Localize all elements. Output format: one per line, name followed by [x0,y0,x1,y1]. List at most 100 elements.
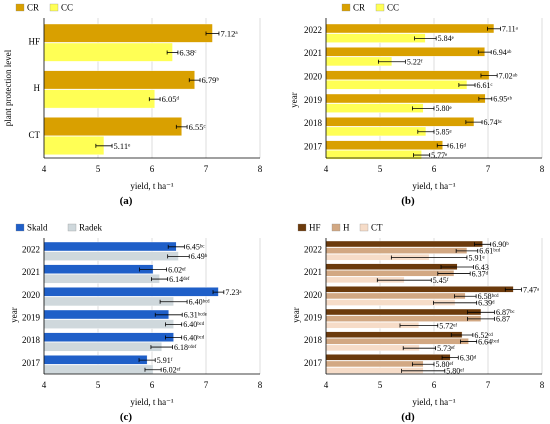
data-label: 6.30ᵈ [460,353,477,362]
x-tick-label: 7 [486,380,491,390]
data-label: 5.80ᵉ [436,104,452,113]
legend-swatch [341,3,351,12]
category-label: 2020 [304,71,323,81]
bar-b-cr-2022 [325,23,495,34]
data-label: 6.90ᵇ [492,240,509,249]
legend-label: CR [353,3,365,13]
bar-d-h-2020 [325,292,466,300]
bar-c-radek-2021 [43,274,160,284]
y-axis-label: year [291,307,301,323]
category-label: 2019 [304,95,323,105]
data-label: 5.72ᵉᶠ [439,321,457,330]
x-tick-label: 8 [258,164,263,174]
legend-label: Skald [27,223,48,233]
data-label: 5.80ᵉᶠ [446,367,464,376]
bar-c-skald-2021 [43,264,154,274]
x-tick-label: 8 [540,164,545,174]
data-label: 5.80ᵉᶠ [436,360,454,369]
x-tick-label: 6 [150,380,155,390]
legend-label: H [343,223,350,233]
x-tick-label: 8 [258,380,263,390]
data-label: 6.87ᵇᶜ [496,308,515,317]
y-axis-label: plant protection level [3,49,13,126]
data-label: 6.43 [475,263,489,272]
data-label: 6.14ᵈᵉᶠ [169,275,190,284]
bar-c-radek-2017 [43,364,154,375]
panel-label-d: (d) [401,411,415,423]
category-label: 2017 [304,141,323,151]
bar-d-hf-2018 [325,331,463,338]
legend-swatch [359,223,369,232]
data-label: 5.22ᶠ [407,58,423,67]
bar-a-cr-h [43,70,195,90]
x-tick-label: 6 [150,164,155,174]
legend-swatch [67,223,77,232]
chart-panel-c: 6.45ᵇᶜ6.49ᵇ20226.02ᵉᶠ6.14ᵈᵉᶠ20217.23ᵃ6.4… [9,223,263,408]
legend-label: Radek [79,223,102,233]
x-tick-label: 7 [204,380,209,390]
data-label: 6.45ᵇᶜ [186,243,205,252]
bar-d-hf-2021 [325,263,458,270]
data-label: 6.58ᵇᶜᵈ [478,292,500,301]
data-label: 6.79ᵇ [202,75,220,85]
x-axis-label: yield, t ha⁻¹ [130,181,173,191]
x-tick-label: 5 [96,164,101,174]
bar-c-skald-2018 [43,332,174,342]
category-label: 2018 [22,335,41,345]
category-label: 2018 [304,118,323,128]
category-label: 2022 [304,244,322,254]
x-tick-label: 5 [378,380,383,390]
data-label: 7.47ᵃ [523,285,540,294]
category-label: 2022 [304,25,322,35]
legend-swatch [375,3,385,12]
bar-c-radek-2022 [43,251,179,261]
legend-swatch [331,223,341,232]
data-label: 6.61ᵇᶜᵈ [479,247,501,256]
category-label: 2021 [304,48,322,58]
data-label: 5.77ᵉ [431,151,447,160]
panel-label-c: (c) [120,411,133,423]
legend-label: CT [371,223,383,233]
data-label: 6.94ᵃᵇ [493,48,512,57]
x-tick-label: 6 [432,164,437,174]
data-label: 6.18ᶜᵈᵉᶠ [174,343,197,352]
legend-label: CC [387,3,399,13]
chart-panel-a: 7.12ᵃ 6.38ᶜ HF 6.79ᵇ 6.05ᵈ H 6.55ᶜ 5.11ᵉ CT 4 5 6 7 8… [3,3,263,192]
x-tick-label: 7 [486,164,491,174]
bar-a-cr-hf [43,23,213,43]
category-label: H [34,83,41,93]
bar-b-cr-2018 [325,117,475,127]
bar-a-cc-hf [43,42,173,62]
data-label: 6.37ᵈ [472,269,489,278]
bar-b-cr-2019 [325,93,486,104]
x-tick-label: 5 [378,164,383,174]
data-label: 6.05ᵈ [162,94,180,104]
bar-d-h-2022 [325,247,468,254]
data-label: 6.38ᶜ [179,47,197,57]
category-label: 2021 [304,267,322,277]
bar-b-cr-2021 [325,47,485,57]
bar-c-radek-2018 [43,342,162,352]
data-label: 5.84ᵉ [438,34,454,43]
data-label: 7.11ᵃ [502,25,519,34]
bar-b-cr-2017 [325,140,443,150]
bar-b-cc-2019 [325,103,424,113]
bar-c-skald-2022 [43,241,177,252]
data-label: 6.61ᶜ [477,81,493,90]
category-label: 2018 [304,335,323,345]
data-label: 6.02ᵉᶠ [168,265,186,274]
bar-c-radek-2019 [43,319,174,329]
y-axis-label: year [289,92,299,108]
data-label: 6.87 [496,315,510,324]
data-label: 5.85ᵉ [436,128,452,137]
category-label: 2019 [304,312,323,322]
data-label: 6.64ᵇᶜᵈ [478,337,500,346]
bar-b-cr-2020 [325,70,490,80]
data-label: 6.74ᵇᶜ [484,118,503,127]
x-tick-label: 4 [324,380,329,390]
data-label: 6.40ᵇᶜᵈ [183,333,205,342]
legend-swatch [15,3,25,12]
data-label: 6.31ᵇᶜᵈᵉ [184,311,207,320]
